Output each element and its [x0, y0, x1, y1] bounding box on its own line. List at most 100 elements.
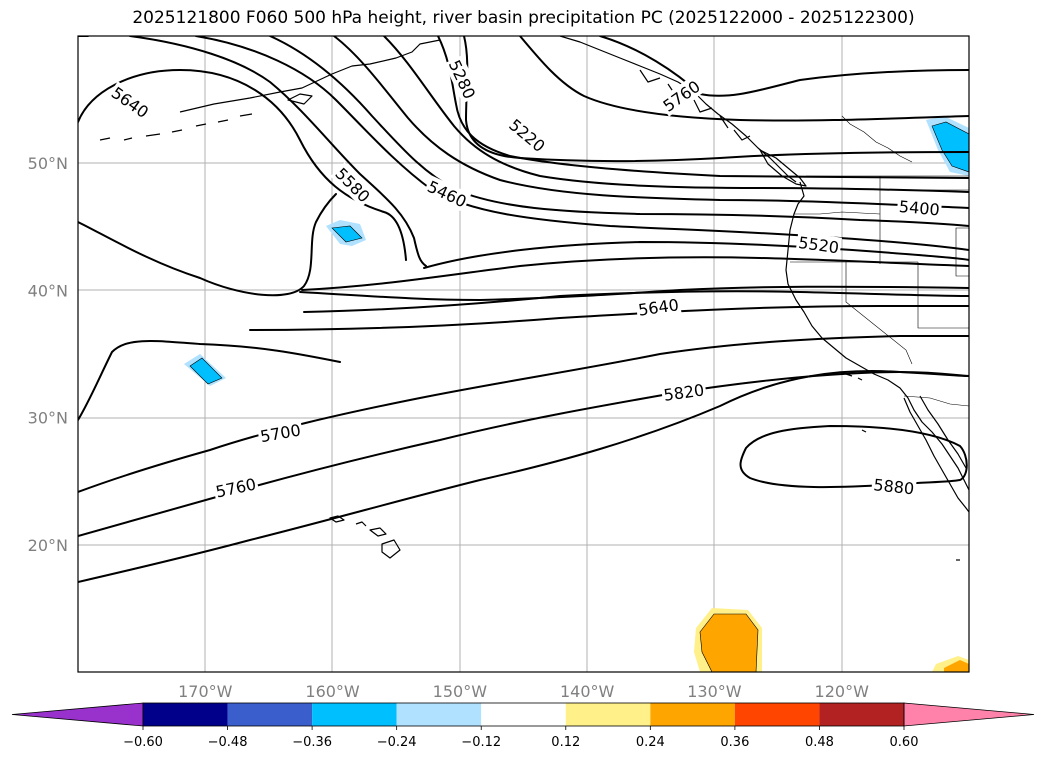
coastline-southeast-alaska	[559, 36, 797, 183]
contour-label: 5700	[256, 419, 304, 447]
contour-5160	[519, 36, 969, 122]
lon-label: 140°W	[560, 682, 615, 701]
colorbar-segment	[481, 703, 566, 726]
lat-label: 40°N	[28, 281, 68, 300]
coastline-baja-california	[903, 397, 969, 513]
contour-label: 5820	[660, 379, 708, 406]
colorbar-segment	[396, 703, 482, 726]
lat-label: 30°N	[28, 409, 68, 428]
coastline-aleutians-west	[99, 113, 253, 141]
contour-label-bg	[106, 81, 154, 123]
colorbar-extend-low	[11, 702, 144, 727]
contour-5820	[78, 370, 969, 583]
contour-label-bg	[444, 55, 481, 104]
contour-5640-trough	[78, 193, 337, 297]
contour-5580-main	[423, 241, 969, 269]
contour-5640-north-loop	[78, 69, 407, 261]
contour-label-bg	[795, 231, 842, 258]
contour-label-text: 5280	[445, 57, 479, 102]
colorbar-tick-label: −0.36	[292, 735, 332, 750]
contour-label: 5640	[635, 293, 682, 320]
contour-5880	[739, 425, 968, 489]
contour-label-bg	[422, 175, 472, 213]
colorbar-tick-label: 0.24	[636, 735, 665, 750]
lon-label: 130°W	[687, 682, 742, 701]
map-frame	[77, 35, 970, 673]
border-nevada	[917, 262, 969, 329]
coastline-hawaii	[329, 515, 401, 559]
contour-label-bg	[504, 113, 551, 158]
colorbar-segment	[143, 703, 228, 726]
colorbar-tick-label: −0.48	[208, 735, 248, 750]
contour-label: 5400	[896, 195, 943, 220]
colorbar-segment	[819, 703, 904, 726]
contour-5280	[437, 36, 969, 179]
colorbar-segment	[565, 703, 651, 726]
border-washington-oregon	[794, 211, 881, 215]
colorbar-tick-label: 0.48	[805, 735, 834, 750]
contour-5340	[383, 36, 969, 193]
contour-label-text: 5760	[214, 475, 258, 502]
colorbar-segment	[650, 703, 735, 726]
coastline-channel-islands	[845, 373, 867, 433]
contour-label: 5580	[330, 162, 376, 208]
contour-label-bg	[330, 162, 376, 208]
lat-label: 20°N	[28, 536, 68, 555]
lon-label: 170°W	[178, 682, 233, 701]
contour-label-bg	[657, 74, 706, 117]
colorbar: −0.60 −0.48 −0.36 −0.24 −0.12 0.12 0.24 0.36 0.4…	[11, 702, 1035, 750]
colorbar-segment	[734, 703, 820, 726]
longitude-axis: 170°W 160°W 150°W 140°W 130°W 120°W	[178, 682, 869, 701]
border-alaska-canada	[841, 115, 913, 163]
contour-5460	[269, 36, 969, 227]
border-california-nevada	[845, 262, 913, 365]
contour-label-text: 5460	[424, 177, 469, 211]
contour-5760-north	[599, 36, 969, 97]
colorbar-segment	[312, 703, 397, 726]
contour-label: 5640	[106, 81, 154, 123]
lat-label: 50°N	[28, 154, 68, 173]
contour-label: 5760	[657, 74, 706, 117]
map-title: 2025121800 F060 500 hPa height, river ba…	[132, 8, 915, 28]
lon-label: 150°W	[433, 682, 488, 701]
colorbar-tick-label: 0.12	[551, 735, 580, 750]
contour-label-text: 5400	[898, 197, 940, 219]
contour-label: 5520	[795, 231, 842, 258]
contour-label: 5280	[444, 55, 481, 104]
precip-blob-gulf-of-alaska-core	[331, 225, 363, 243]
contour-label-bg	[896, 195, 943, 220]
contour-label-text: 5880	[873, 475, 915, 498]
coastlines	[99, 36, 969, 561]
height-contours	[78, 36, 969, 583]
latitude-axis: 50°N 40°N 30°N 20°N	[28, 154, 68, 555]
contour-label-bg	[660, 379, 708, 406]
contour-label-bg	[635, 293, 682, 320]
contour-label: 5460	[422, 175, 472, 213]
contour-label-bg	[870, 474, 917, 499]
coastline-west-coast-us	[785, 181, 969, 491]
precip-blob-mexico-core	[944, 660, 969, 672]
contour-label-text: 5520	[797, 233, 840, 257]
map-area: 5640 5280 5220 5760 5580 5460 5400 5520 5640 5820…	[78, 36, 969, 672]
contour-5400	[333, 36, 969, 209]
lon-label: 160°W	[305, 682, 360, 701]
contour-label: 5880	[870, 474, 917, 499]
precip-blob-eastern-pacific-core	[699, 613, 759, 672]
coastline-kodiak	[287, 93, 313, 105]
colorbar-outline	[142, 702, 905, 727]
colorbar-tick-label: 0.36	[720, 735, 749, 750]
contour-label-bg	[212, 473, 260, 502]
political-borders	[790, 115, 969, 407]
lon-label: 120°W	[815, 682, 870, 701]
coastline-alaska-peninsula	[179, 39, 441, 113]
contour-5640-main	[301, 256, 969, 291]
contour-5700-a	[303, 290, 969, 313]
contour-label-text: 5640	[637, 295, 680, 319]
colorbar-tick-label: −0.24	[377, 735, 417, 750]
colorbar-tick-label: 0.60	[890, 735, 919, 750]
contour-label: 5220	[504, 113, 551, 158]
contour-5580	[129, 36, 427, 267]
gridlines	[78, 36, 969, 672]
colorbar-segment	[227, 703, 313, 726]
